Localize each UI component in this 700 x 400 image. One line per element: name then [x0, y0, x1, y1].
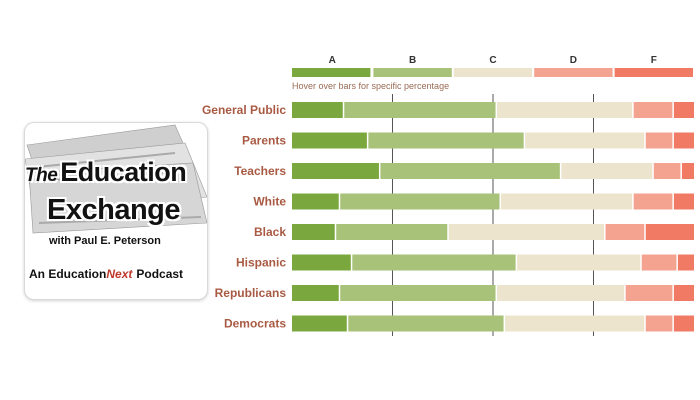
legend-swatch-a	[292, 68, 371, 77]
bar-b[interactable]: General Public B: 38%	[344, 102, 496, 118]
bar-f[interactable]: Hispanic F: 4%	[677, 254, 694, 271]
bar-f[interactable]: White F: 5%	[673, 193, 694, 210]
bar-f[interactable]: Democrats F: 5%	[673, 315, 694, 332]
legend-swatch-d	[534, 68, 613, 77]
category-label: Democrats	[224, 317, 286, 331]
tagline-next: Next	[106, 267, 133, 281]
legend-label-c: C	[489, 55, 496, 66]
bar-f[interactable]: General Public F: 5%	[673, 102, 694, 118]
legend-label-f: F	[651, 55, 657, 66]
bar-f[interactable]: Black F: 12%	[645, 224, 694, 240]
category-label: Parents	[242, 134, 286, 148]
category-label: Black	[254, 225, 286, 239]
logo-the: The	[25, 165, 58, 186]
bar-a[interactable]: Hispanic A: 15%	[292, 254, 351, 271]
bar-d[interactable]: General Public D: 10%	[633, 102, 673, 118]
legend-swatch-c	[453, 68, 533, 77]
bar-c[interactable]: Black C: 39%	[448, 224, 605, 240]
bar-a[interactable]: Teachers A: 22%	[292, 163, 379, 179]
tagline-education: Education	[48, 267, 107, 281]
bar-a[interactable]: White A: 12%	[292, 193, 339, 210]
category-label: Teachers	[234, 164, 286, 178]
legend-swatch-b	[373, 68, 452, 77]
bar-f[interactable]: Teachers F: 3%	[681, 163, 694, 179]
bar-a[interactable]: Republicans A: 12%	[292, 285, 339, 301]
logo-title-line2: Exchange	[47, 194, 181, 226]
bar-f[interactable]: Republicans F: 5%	[673, 285, 694, 301]
podcast-logo: The Education Exchange with Paul E. Peter…	[24, 122, 208, 300]
bar-a[interactable]: Parents A: 19%	[292, 132, 367, 149]
bar-d[interactable]: White D: 10%	[633, 193, 673, 210]
bar-b[interactable]: Parents B: 39%	[368, 132, 524, 149]
bar-d[interactable]: Teachers D: 7%	[653, 163, 681, 179]
bar-c[interactable]: White C: 33%	[501, 193, 633, 210]
bar-d[interactable]: Republicans D: 12%	[625, 285, 673, 301]
category-label: Republicans	[215, 286, 287, 300]
newspaper-stack-icon	[25, 124, 207, 234]
category-label: General Public	[202, 103, 286, 117]
bar-c[interactable]: Democrats C: 35%	[505, 315, 645, 332]
tagline-an: An	[29, 267, 45, 281]
legend-label-b: B	[409, 55, 416, 66]
bar-a[interactable]: Democrats A: 14%	[292, 315, 347, 332]
bar-d[interactable]: Parents D: 7%	[645, 132, 673, 149]
bar-c[interactable]: Parents C: 30%	[525, 132, 645, 149]
bar-a[interactable]: General Public A: 13%	[292, 102, 343, 118]
bar-d[interactable]: Hispanic D: 9%	[641, 254, 677, 271]
bar-b[interactable]: Democrats B: 39%	[348, 315, 504, 332]
bar-b[interactable]: Teachers B: 45%	[380, 163, 560, 179]
bar-d[interactable]: Black D: 10%	[605, 224, 645, 240]
bar-f[interactable]: Parents F: 5%	[673, 132, 694, 149]
bar-c[interactable]: Republicans C: 32%	[497, 285, 625, 301]
bar-c[interactable]: Hispanic C: 31%	[517, 254, 641, 271]
logo-host: with Paul E. Peterson	[49, 235, 161, 247]
legend-label-d: D	[570, 55, 577, 66]
legend-label-a: A	[329, 55, 336, 66]
bar-d[interactable]: Democrats D: 7%	[645, 315, 673, 332]
bar-c[interactable]: Teachers C: 23%	[561, 163, 653, 179]
bar-b[interactable]: Hispanic B: 41%	[352, 254, 516, 271]
bar-a[interactable]: Black A: 11%	[292, 224, 335, 240]
bar-b[interactable]: White B: 40%	[340, 193, 500, 210]
logo-education: Education	[60, 157, 187, 187]
logo-title-line1: The Education	[25, 157, 187, 188]
category-label: Hispanic	[236, 256, 286, 270]
logo-tagline: An EducationNext Podcast	[29, 267, 183, 281]
bar-b[interactable]: Black B: 28%	[336, 224, 448, 240]
tagline-podcast: Podcast	[136, 267, 184, 281]
bar-c[interactable]: General Public C: 34%	[497, 102, 633, 118]
legend-swatch-f	[614, 68, 693, 77]
hover-hint: Hover over bars for specific percentage	[292, 81, 450, 91]
bar-b[interactable]: Republicans B: 39%	[340, 285, 496, 301]
category-label: White	[253, 195, 286, 209]
